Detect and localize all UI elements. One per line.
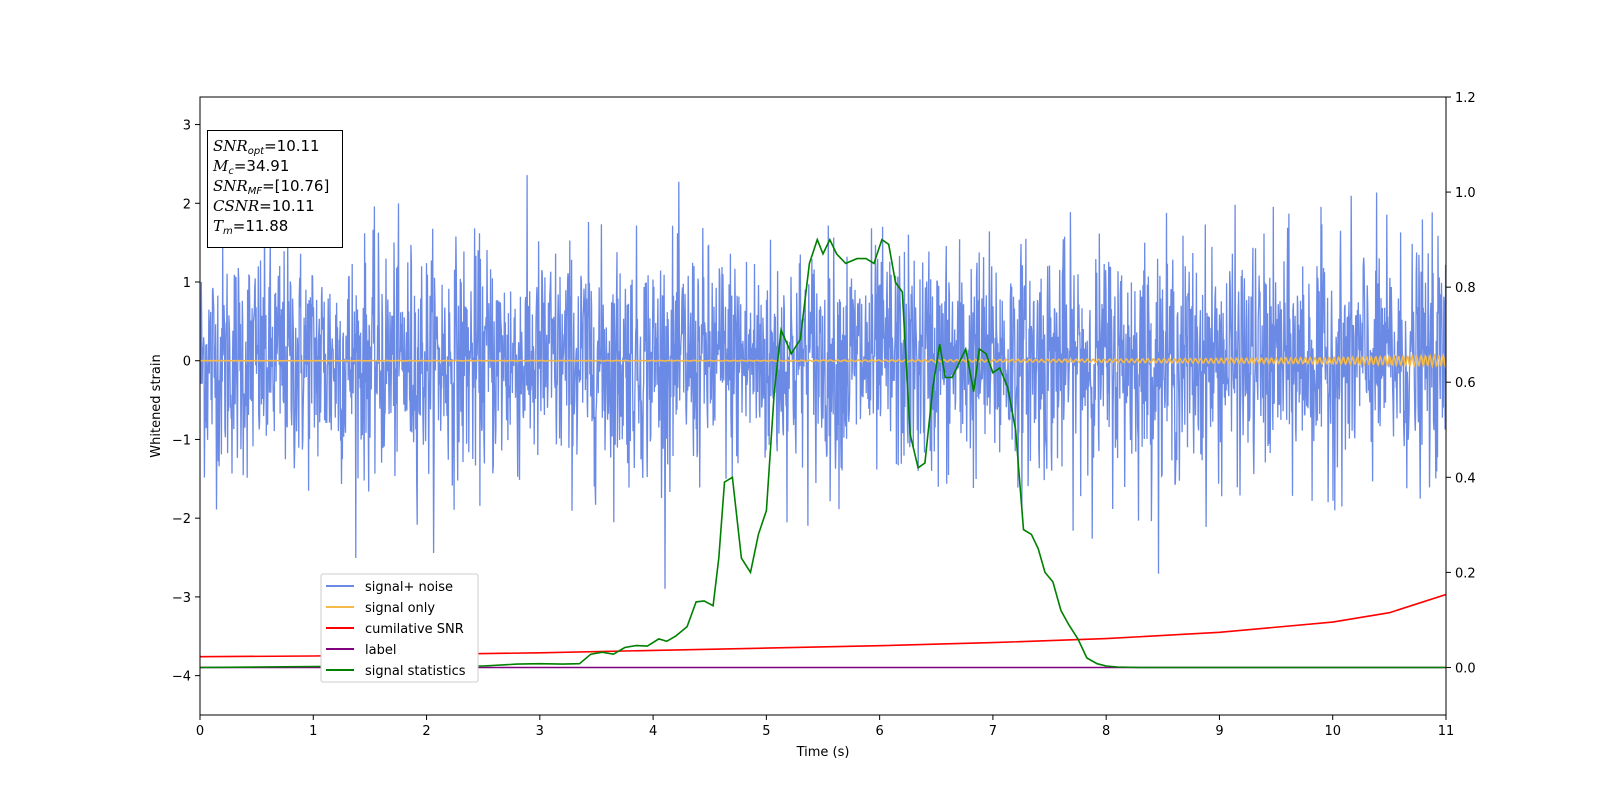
- x-tick-label: 3: [536, 724, 544, 739]
- y-tick-label: 0: [183, 355, 191, 370]
- y2-tick-label: 1.0: [1455, 186, 1476, 201]
- info-snr-mf: SNRMF=[10.76]: [213, 177, 330, 197]
- series-signal-only: [200, 352, 1446, 370]
- x-tick-label: 11: [1438, 724, 1455, 739]
- legend-label: signal only: [365, 601, 435, 616]
- x-tick-label: 0: [196, 724, 204, 739]
- legend-frame: [320, 573, 479, 683]
- y-axis-label: Whitened strain: [149, 354, 164, 457]
- series-signal-noise: [200, 175, 1446, 589]
- y-tick-label: 2: [183, 197, 191, 212]
- x-tick-label: 8: [1102, 724, 1110, 739]
- legend: signal+ noise signal only cumilative SNR la…: [320, 573, 479, 683]
- y-tick-label: 1: [183, 276, 191, 291]
- legend-label: cumilative SNR: [365, 622, 464, 637]
- x-tick-label: 1: [309, 724, 317, 739]
- y2-tick-label: 1.2: [1455, 91, 1476, 106]
- x-tick-label: 4: [649, 724, 657, 739]
- y2-tick-label: 0.8: [1455, 281, 1476, 296]
- info-snr-opt: SNRopt=10.11: [213, 137, 320, 157]
- series-signal-statistics: [200, 237, 1446, 669]
- y-tick-label: 3: [183, 119, 191, 134]
- y2-tick-label: 0.2: [1455, 566, 1476, 581]
- info-tm: Tm=11.88: [213, 217, 289, 237]
- x-tick-label: 2: [422, 724, 430, 739]
- info-csnr: CSNR=10.11: [213, 197, 315, 215]
- x-tick-label: 7: [989, 724, 997, 739]
- y-tick-label: −3: [172, 591, 191, 606]
- y-tick-label: −1: [172, 433, 191, 448]
- plot-frame: [199, 96, 1447, 716]
- legend-label: signal+ noise: [365, 580, 453, 595]
- legend-label: label: [365, 643, 396, 658]
- legend-label: signal statistics: [365, 664, 466, 679]
- x-axis-label: Time (s): [796, 745, 850, 760]
- x-tick-label: 6: [875, 724, 883, 739]
- snr-info-box: SNRopt=10.11 Mc=34.91 SNRMF=[10.76] CSNR…: [207, 130, 343, 248]
- y2-tick-label: 0.4: [1455, 471, 1476, 486]
- y2-tick-label: 0.0: [1455, 661, 1476, 676]
- x-tick-label: 10: [1324, 724, 1341, 739]
- axis-ticks: 0 1 2 3 4 5 6 7 8 9 10 113210−1−2−3−41.21.00.80.60.…: [172, 91, 1476, 739]
- y-tick-label: −4: [172, 670, 191, 685]
- y-tick-label: −2: [172, 512, 191, 527]
- x-tick-label: 9: [1215, 724, 1223, 739]
- info-mc: Mc=34.91: [213, 157, 290, 177]
- y2-tick-label: 0.6: [1455, 376, 1476, 391]
- x-tick-label: 5: [762, 724, 770, 739]
